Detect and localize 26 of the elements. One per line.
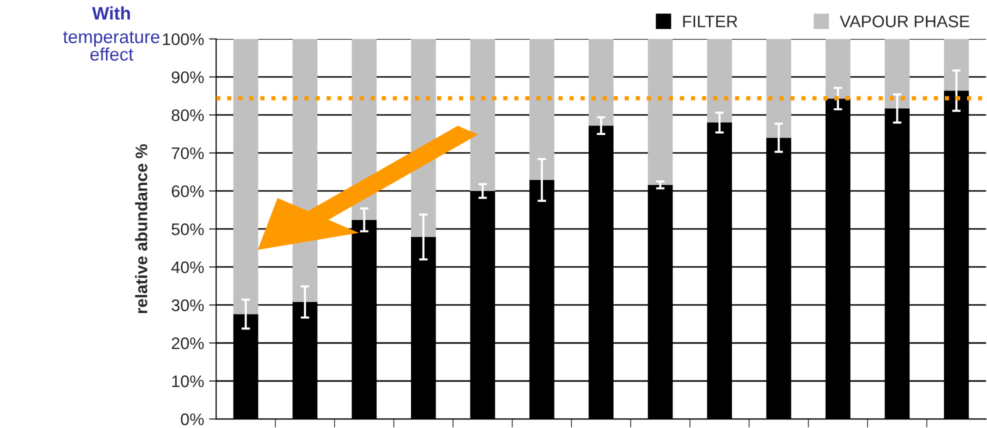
y-tick-label: 30% <box>172 299 204 312</box>
bar <box>707 38 732 123</box>
y-tick-label: 60% <box>172 185 204 198</box>
bar <box>766 38 792 138</box>
y-tick-label: 80% <box>172 109 204 122</box>
bar <box>470 38 496 191</box>
y-tick-label: 0% <box>180 413 204 426</box>
bar <box>233 38 258 314</box>
y-tick-label: 50% <box>172 223 204 236</box>
bar <box>588 38 614 126</box>
legend-label: VAPOUR PHASE <box>840 16 970 28</box>
text: With <box>92 6 130 20</box>
bar <box>648 38 673 185</box>
text: temperature effect <box>63 31 160 61</box>
y-tick-label: 10% <box>172 375 204 388</box>
y-tick-label: 70% <box>172 147 204 160</box>
bar <box>826 38 850 99</box>
y-tick-label: 90% <box>172 71 204 84</box>
y-tick-label: 100% <box>162 33 204 46</box>
bar <box>884 38 910 108</box>
bar <box>529 38 554 180</box>
legend-label: FILTER <box>683 16 738 28</box>
y-tick-label: 40% <box>171 261 204 274</box>
bar <box>944 38 969 91</box>
y-axis-title: relative abundance % <box>135 144 148 314</box>
y-tick-label: 20% <box>172 337 204 350</box>
